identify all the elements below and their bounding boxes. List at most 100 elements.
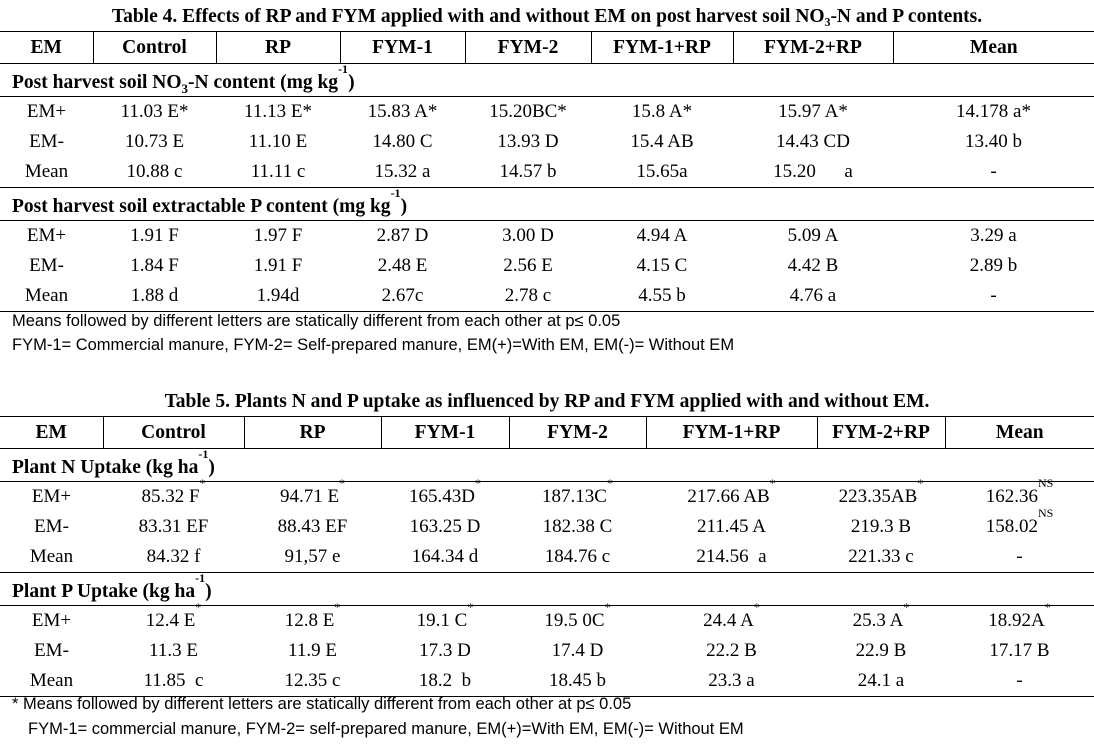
table-cell: 13.40 b <box>965 131 1022 152</box>
cell-value: - <box>1016 670 1023 691</box>
cell-value: 11.9 E <box>288 640 337 661</box>
cell-value: 25.3 A <box>852 610 904 631</box>
table-cell: 15.83 A* <box>367 101 438 122</box>
cell-superscript: * <box>199 476 206 490</box>
section-title: Plant P Uptake (kg ha-1) <box>0 572 1094 606</box>
cell-value: 211.45 A <box>697 516 766 537</box>
table-cell: 217.66 AB* <box>646 477 817 513</box>
cell-value: 17.17 B <box>989 640 1050 661</box>
cell-value: 163.25 D <box>409 516 481 537</box>
table-cell: 4.55 b <box>591 281 733 312</box>
col-header-em: EM <box>0 31 94 64</box>
table4-title: Table 4. Effects of RP and FYM applied w… <box>111 6 983 27</box>
cell-value: 22.9 B <box>855 640 907 661</box>
section-title: Plant N Uptake (kg ha-1) <box>0 448 1094 482</box>
table-cell: 11.10 E <box>248 131 308 152</box>
table-cell: 1.88 d <box>93 281 216 312</box>
cell-superscript: * <box>903 600 910 614</box>
table-cell: 17.17 B <box>945 636 1094 666</box>
table-cell: 85.32 F* <box>103 477 244 513</box>
table5-note-legend: FYM-1= commercial manure, FYM-2= self-pr… <box>28 720 744 738</box>
col-header-em: EM <box>0 416 104 449</box>
cell-superscript: * <box>769 476 776 490</box>
table-cell: 19.5 0C* <box>509 601 646 637</box>
col-header-control: Control <box>103 416 245 449</box>
table-row: Mean 84.32 f 91,57 e 164.34 d 184.76 c 214.56… <box>0 542 1094 573</box>
table-cell: 11.11 c <box>216 157 340 188</box>
table-cell: 10.73 E <box>124 131 185 152</box>
cell-value: 17.3 D <box>419 640 471 661</box>
row-label: EM+ <box>26 225 67 246</box>
table-cell: 15.32 a <box>340 157 465 188</box>
table-cell: - <box>893 157 1094 188</box>
cell-value: 217.66 AB <box>687 486 770 507</box>
table-cell: 22.2 B <box>646 636 817 666</box>
cell-superscript: * <box>1044 600 1051 614</box>
cell-value: 18.2 b <box>418 670 472 691</box>
table-cell: 3.29 a <box>970 225 1017 246</box>
table-cell: 83.31 EF <box>103 512 244 542</box>
table-cell: 211.45 A <box>646 512 817 542</box>
cell-value: 158.02 <box>985 516 1038 537</box>
col-header-fym2-rp: FYM-2+RP <box>733 31 894 64</box>
table-cell: 15.65a <box>591 157 733 188</box>
cell-value: 223.35AB <box>838 486 918 507</box>
table-cell: 91,57 e <box>244 542 381 573</box>
table-cell: 2.78 c <box>465 281 591 312</box>
table-cell: 4.15 C <box>636 255 688 276</box>
table-cell: 214.56 a <box>646 542 817 573</box>
col-header-rp: RP <box>216 31 341 64</box>
cell-value: Mean <box>29 546 74 567</box>
table-cell: 15.4 AB <box>630 131 694 152</box>
table-cell: 25.3 A* <box>817 601 945 637</box>
table-cell: 165.43D* <box>381 477 509 513</box>
table-cell: 12.35 c <box>244 666 381 697</box>
col-header-rp: RP <box>244 416 382 449</box>
table-cell: 15.20BC* <box>489 101 567 122</box>
table5-section-p-uptake: Plant P Uptake (kg ha-1) <box>0 572 1094 606</box>
cell-superscript: * <box>339 476 346 490</box>
table-row: Mean 10.88 c 11.11 c 15.32 a 14.57 b 15.65a 15… <box>0 157 1094 188</box>
cell-value: 162.36 <box>985 486 1038 507</box>
cell-superscript: NS <box>1037 506 1054 520</box>
table-cell: 15.97 A* <box>778 101 848 122</box>
cell-value: 214.56 a <box>696 546 767 567</box>
table5-title: Table 5. Plants N and P uptake as influe… <box>164 391 930 412</box>
cell-value: 221.33 c <box>848 546 914 567</box>
cell-superscript: * <box>753 600 760 614</box>
row-label: EM+ <box>0 482 103 513</box>
table-cell: - <box>945 542 1094 573</box>
table-cell: 1.91 F <box>253 255 303 276</box>
table-cell: 10.88 c <box>93 157 216 188</box>
col-header-fym2: FYM-2 <box>509 416 647 449</box>
table-row: Mean 11.85 c 12.35 c 18.2 b 18.45 b 23.3 a 24.… <box>0 666 1094 697</box>
table-cell: 12.8 E* <box>244 601 381 637</box>
table-cell: 1.94d <box>216 281 340 312</box>
table4-note-legend: FYM-1= Commercial manure, FYM-2= Self-pr… <box>12 336 735 354</box>
col-header-fym1: FYM-1 <box>381 416 510 449</box>
table-cell: 11.9 E <box>244 636 381 666</box>
cell-value: EM+ <box>31 610 72 631</box>
table-cell: 22.9 B <box>817 636 945 666</box>
table-cell: - <box>945 666 1094 697</box>
cell-superscript: * <box>195 600 202 614</box>
table-cell: 5.09 A <box>787 225 839 246</box>
cell-superscript: NS <box>1037 476 1054 490</box>
cell-value: 18.92A <box>988 610 1045 631</box>
table5-section-n-uptake: Plant N Uptake (kg ha-1) <box>0 448 1094 482</box>
table-row: EM+ 1.91 F 1.97 F 2.87 D 3.00 D 4.94 A 5.09 A 3… <box>0 221 1094 252</box>
table-cell: 164.34 d <box>381 542 509 573</box>
table-cell: 14.178 a* <box>956 101 1031 122</box>
row-label: Mean <box>0 281 93 312</box>
table-cell: 17.4 D <box>509 636 646 666</box>
cell-value: 23.3 a <box>708 670 755 691</box>
col-header-fym2-rp: FYM-2+RP <box>817 416 946 449</box>
table-cell: 11.3 E <box>103 636 244 666</box>
row-label: Mean <box>0 666 103 697</box>
table-cell: 18.45 b <box>509 666 646 697</box>
table-cell: 17.3 D <box>381 636 509 666</box>
cell-superscript: * <box>606 476 613 490</box>
table-row: EM+ 12.4 E* 12.8 E* 19.1 C* 19.5 0C* 24.4 A* 2… <box>0 601 1094 637</box>
table-row: EM- 1.84 F 1.91 F 2.48 E 2.56 E 4.15 C 4.42 B 2… <box>0 251 1094 281</box>
table-cell: 219.3 B <box>817 512 945 542</box>
